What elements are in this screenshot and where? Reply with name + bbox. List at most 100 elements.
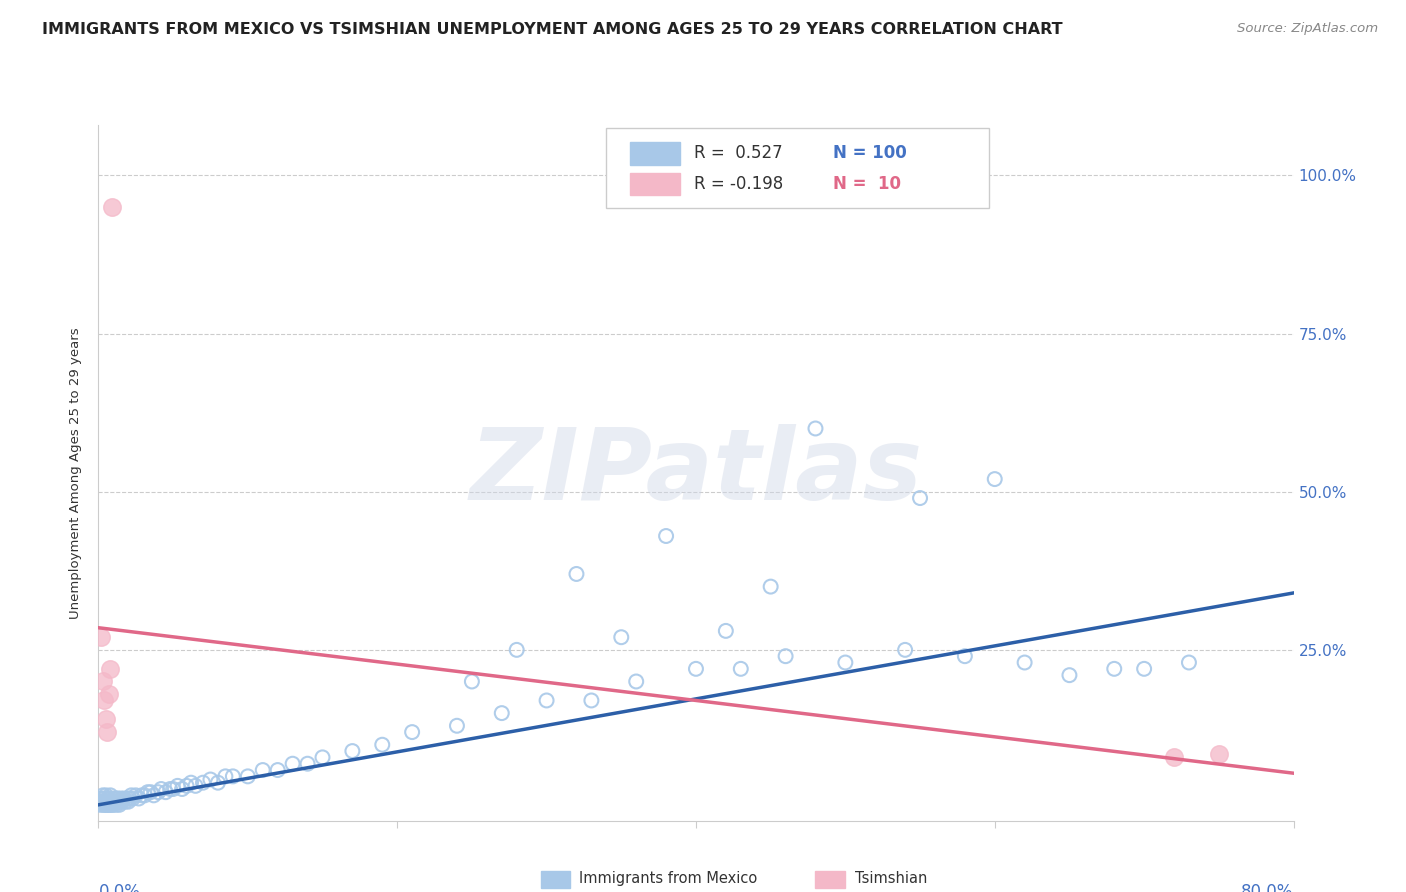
Point (96, 797, 118, 812)
Point (267, 763, 290, 777)
Point (91, 795, 114, 809)
Point (101, 795, 124, 809)
Point (200, 772, 222, 787)
Text: 80.0%: 80.0% (1241, 883, 1294, 892)
Point (101, 200, 124, 214)
Point (730, 662, 752, 676)
Point (655, 529, 678, 543)
Point (162, 782, 184, 797)
Point (207, 775, 229, 789)
FancyBboxPatch shape (606, 128, 988, 209)
Point (96, 725, 118, 739)
Point (90, 795, 112, 809)
Point (117, 795, 139, 809)
Point (93, 797, 115, 812)
Point (94, 789, 117, 803)
Point (89, 797, 111, 812)
Point (91, 674, 114, 689)
Point (103, 791, 125, 805)
Point (236, 769, 259, 783)
Point (103, 795, 125, 809)
Point (446, 719, 468, 733)
Point (125, 789, 148, 803)
Point (131, 789, 153, 803)
Point (159, 782, 181, 797)
Point (136, 785, 159, 799)
Point (94, 713, 117, 727)
Text: N =  10: N = 10 (834, 175, 901, 193)
Point (166, 779, 188, 793)
Point (93, 795, 115, 809)
Point (184, 779, 207, 793)
Text: Immigrants from Mexico: Immigrants from Mexico (579, 871, 756, 886)
Point (834, 656, 856, 670)
Point (96, 795, 118, 809)
Point (148, 785, 170, 799)
Point (506, 643, 529, 657)
Point (1178, 656, 1201, 670)
Point (91, 789, 114, 803)
Y-axis label: Unemployment Among Ages 25 to 29 years: Unemployment Among Ages 25 to 29 years (69, 327, 83, 618)
Text: Tsimshian: Tsimshian (855, 871, 928, 886)
Point (114, 795, 136, 809)
Point (97, 795, 120, 809)
Point (281, 756, 304, 771)
Text: Source: ZipAtlas.com: Source: ZipAtlas.com (1237, 22, 1378, 36)
Text: N = 100: N = 100 (834, 145, 907, 162)
Text: ZIPatlas: ZIPatlas (470, 425, 922, 521)
Point (91, 797, 114, 812)
Point (120, 789, 142, 803)
Point (111, 795, 134, 809)
Point (94, 797, 117, 812)
Point (100, 789, 122, 803)
Point (759, 580, 782, 594)
Text: R =  0.527: R = 0.527 (693, 145, 782, 162)
Text: R = -0.198: R = -0.198 (693, 175, 783, 193)
Point (908, 491, 931, 505)
Point (804, 421, 827, 435)
Point (214, 769, 236, 783)
Point (90, 630, 112, 644)
Point (342, 744, 364, 758)
Point (110, 795, 132, 809)
Point (565, 566, 588, 581)
Point (150, 782, 173, 797)
Point (311, 750, 333, 764)
Point (105, 791, 128, 805)
Point (176, 779, 198, 793)
Point (112, 791, 135, 805)
Point (491, 706, 513, 720)
Point (610, 630, 633, 644)
Point (94, 795, 117, 809)
Point (101, 797, 124, 812)
Point (93, 791, 115, 805)
Point (134, 789, 156, 803)
Point (1208, 747, 1230, 762)
Point (103, 797, 125, 812)
Point (252, 763, 274, 777)
Point (100, 795, 122, 809)
Point (461, 674, 484, 689)
Point (100, 662, 122, 676)
Point (107, 795, 129, 809)
Point (894, 643, 917, 657)
Point (107, 791, 129, 805)
Point (714, 624, 737, 638)
Point (1059, 668, 1081, 682)
Point (97, 791, 120, 805)
Point (536, 693, 558, 707)
Text: IMMIGRANTS FROM MEXICO VS TSIMSHIAN UNEMPLOYMENT AMONG AGES 25 TO 29 YEARS CORRE: IMMIGRANTS FROM MEXICO VS TSIMSHIAN UNEM… (42, 22, 1063, 37)
Point (984, 472, 1007, 486)
Point (953, 649, 976, 664)
Point (685, 662, 707, 676)
Point (775, 649, 797, 664)
FancyBboxPatch shape (815, 871, 845, 888)
Point (1163, 750, 1185, 764)
Point (581, 693, 603, 707)
Point (180, 775, 202, 789)
Point (222, 769, 245, 783)
Point (97, 797, 120, 812)
Point (118, 791, 141, 805)
Point (626, 674, 648, 689)
Point (97, 687, 120, 701)
